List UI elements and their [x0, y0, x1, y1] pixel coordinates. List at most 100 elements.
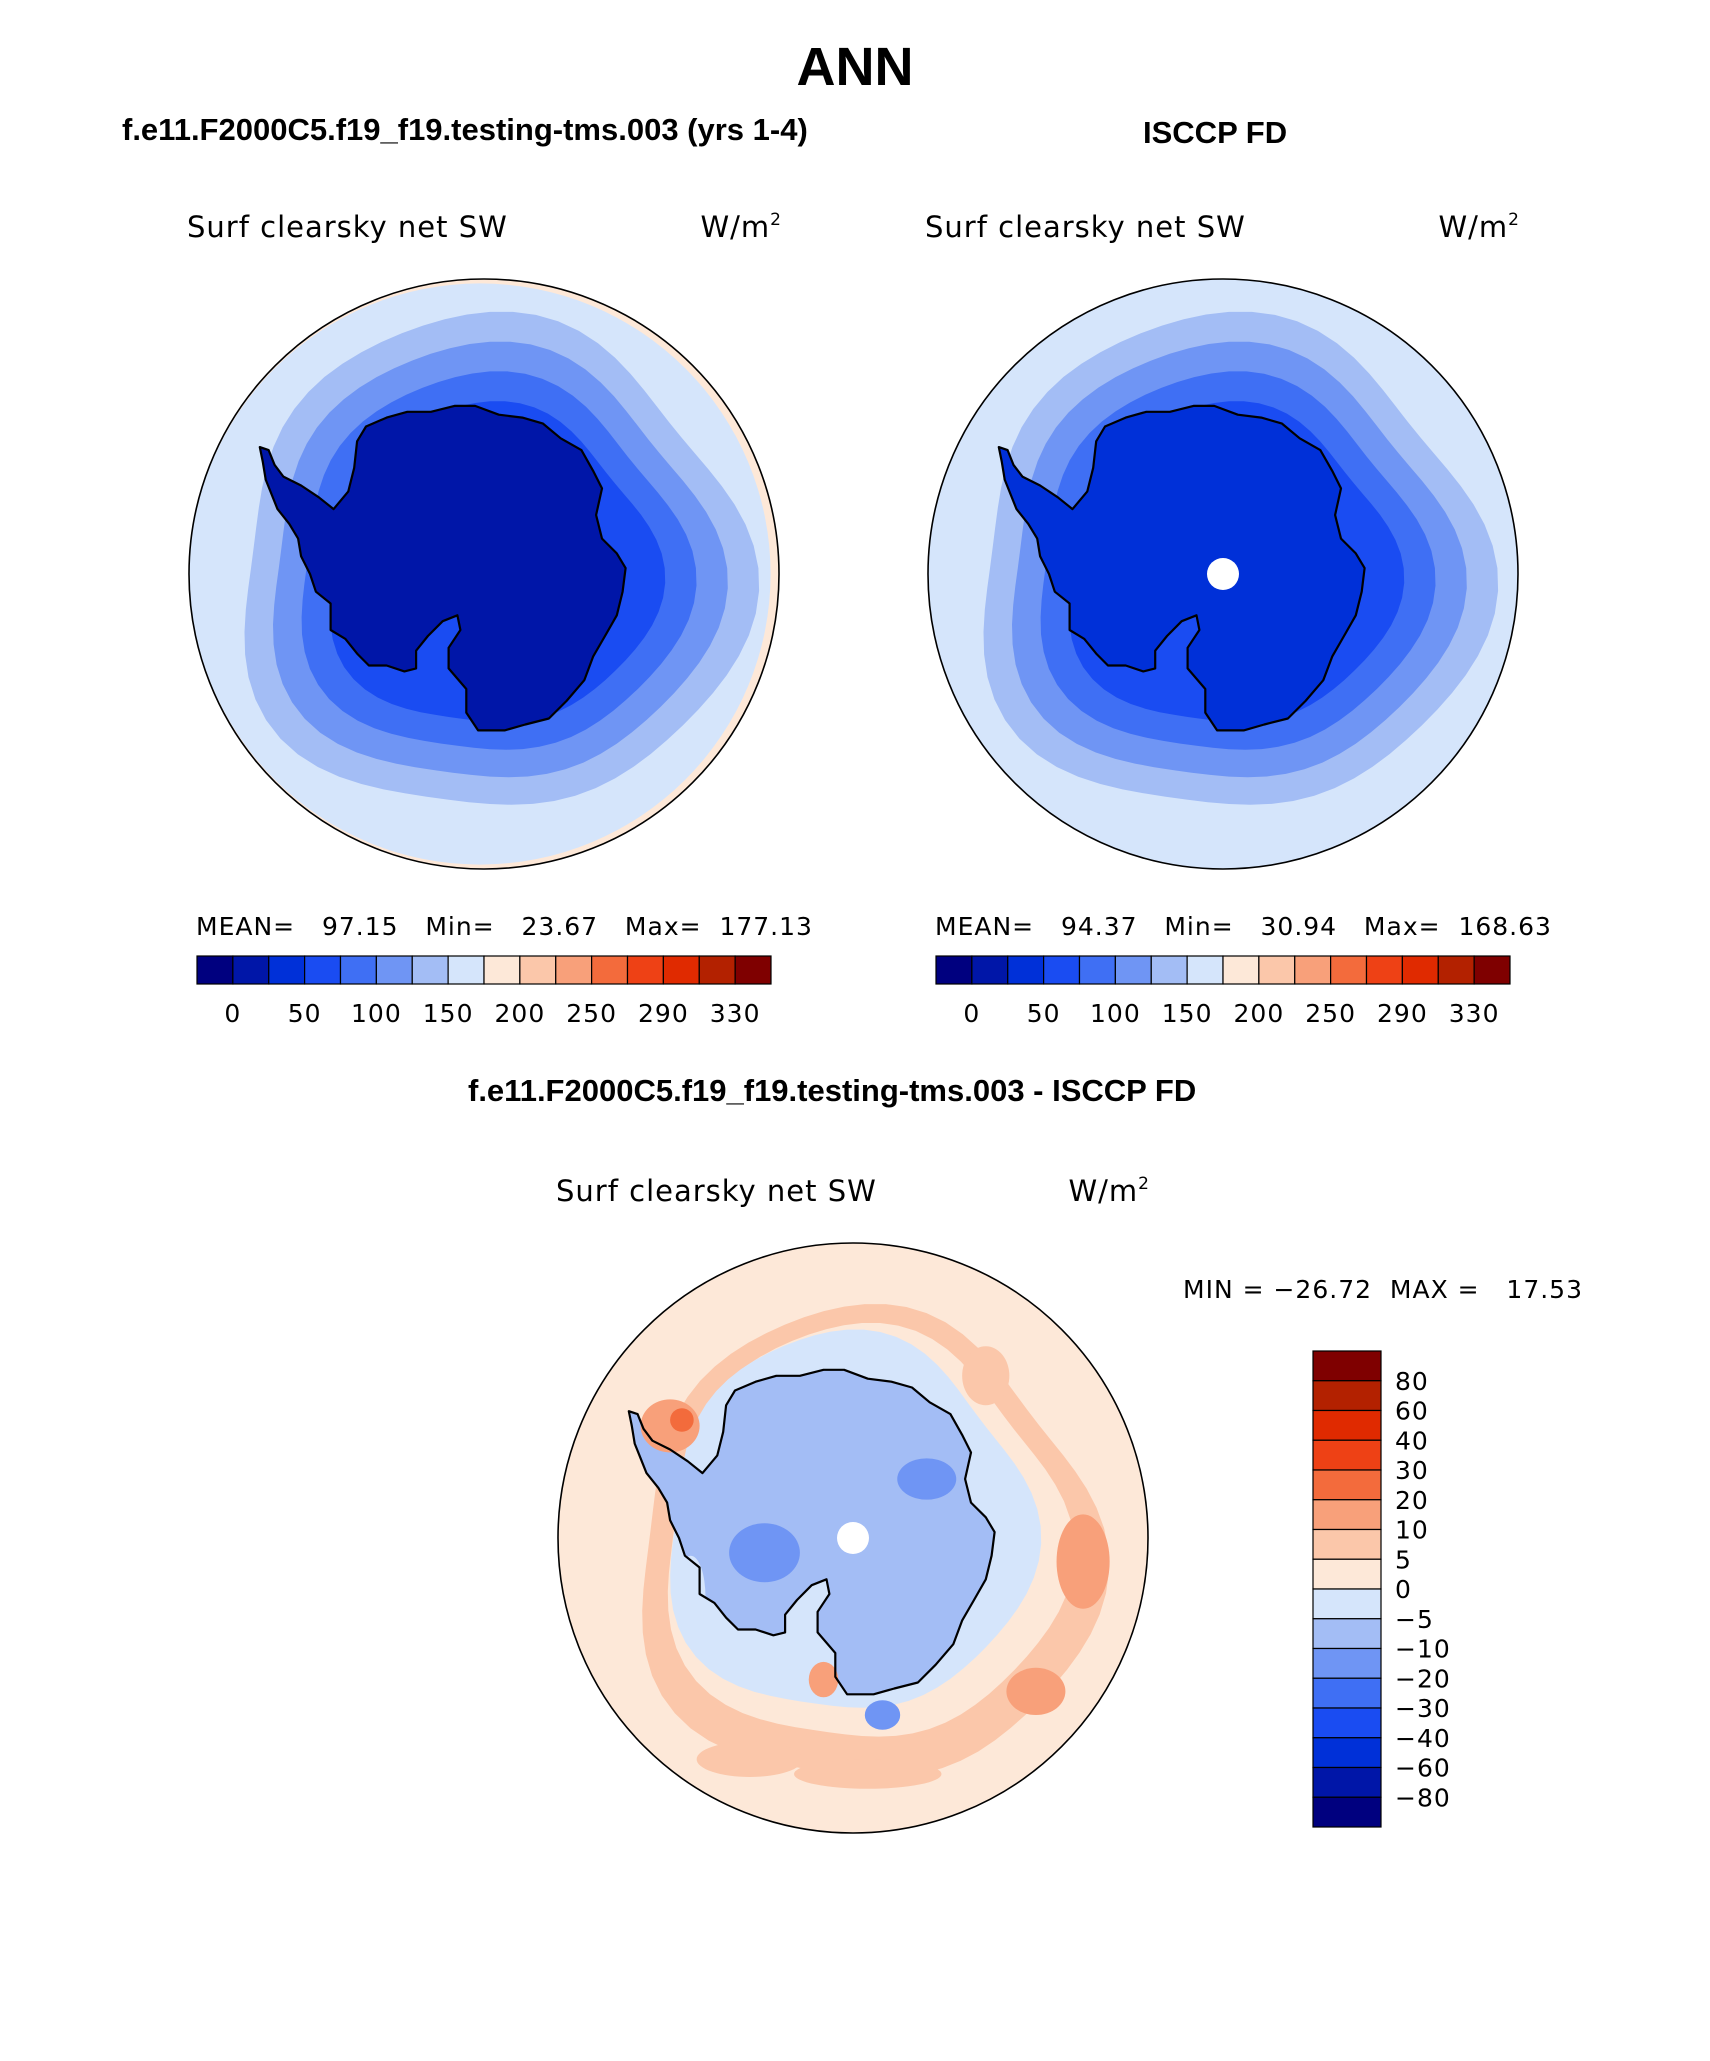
field-blob [808, 1661, 839, 1698]
colorbar-swatch [447, 955, 485, 985]
colorbar-swatch [1330, 955, 1368, 985]
colorbar-swatch [626, 955, 664, 985]
obs-map [928, 279, 1518, 869]
field-blob [729, 1523, 800, 1583]
colorbar-swatch [1312, 1350, 1382, 1382]
colorbar-swatch [1312, 1647, 1382, 1679]
colorbar-tick-label: 250 [566, 999, 617, 1028]
colorbar-swatch [662, 955, 700, 985]
colorbar-tick-label: 10 [1395, 1516, 1429, 1545]
colorbar-swatch [519, 955, 557, 985]
colorbar-swatch [375, 955, 413, 985]
coastline [997, 404, 1366, 732]
colorbar-swatch [1043, 955, 1081, 985]
units-base: W/m [1438, 210, 1508, 244]
obs-panel-title: ISCCP FD [1143, 115, 1288, 150]
colorbar-swatch [1437, 955, 1475, 985]
model-map [189, 279, 779, 869]
colorbar-tick-label: 50 [288, 999, 322, 1028]
units-base: W/m [1068, 1174, 1138, 1208]
colorbar-swatch [1186, 955, 1224, 985]
colorbar-swatch [232, 955, 270, 985]
colorbar-swatch [1150, 955, 1188, 985]
colorbar-swatch [1312, 1499, 1382, 1531]
units-base: W/m [700, 210, 770, 244]
field-blob [696, 1741, 803, 1777]
colorbar-tick-label: 290 [1377, 999, 1428, 1028]
colorbar-tick-label: 5 [1395, 1545, 1412, 1574]
field-interior [998, 405, 1365, 731]
colorbar-swatch [1312, 1707, 1382, 1739]
colorbar-swatch [1312, 1618, 1382, 1650]
map-boundary [927, 278, 1519, 870]
colorbar-swatch [1312, 1766, 1382, 1798]
colorbar-tick-label: 20 [1395, 1486, 1429, 1515]
units-label: W/m2 [1068, 1174, 1150, 1208]
colorbar-tick-label: −80 [1395, 1783, 1451, 1812]
colorbar-tick-label: 290 [638, 999, 689, 1028]
colorbar-tick-label: 50 [1027, 999, 1061, 1028]
model-panel-title: f.e11.F2000C5.f19_f19.testing-tms.003 (y… [122, 112, 808, 147]
field-blob [1006, 1667, 1066, 1715]
colorbar-tick-label: 150 [423, 999, 474, 1028]
colorbar-tick-label: 40 [1395, 1426, 1429, 1455]
colorbar-swatch [1401, 955, 1439, 985]
colorbar-swatch [1007, 955, 1045, 985]
colorbar-swatch [734, 955, 772, 985]
colorbar-swatch [1312, 1588, 1382, 1620]
field-blob [864, 1700, 901, 1730]
difference-panel-title: f.e11.F2000C5.f19_f19.testing-tms.003 - … [468, 1073, 1197, 1108]
colorbar-tick-label: −10 [1395, 1635, 1451, 1664]
colorbar: 0 50 100 150 200 250 290 330 [196, 955, 772, 1028]
colorbar-swatch [935, 955, 973, 985]
colorbar-swatch [1312, 1558, 1382, 1590]
colorbar-swatch [591, 955, 629, 985]
colorbar-tick-label: 200 [1234, 999, 1285, 1028]
colorbar-tick-label: −60 [1395, 1754, 1451, 1783]
colorbar-tick-label: 250 [1305, 999, 1356, 1028]
field-interior [259, 405, 626, 731]
units-exponent: 2 [1138, 1174, 1150, 1194]
difference-map [558, 1243, 1148, 1833]
colorbar-swatch [268, 955, 306, 985]
stats-readout: MEAN= 97.15 Min= 23.67 Max= 177.13 [196, 912, 813, 941]
colorbar-tick-label: −30 [1395, 1694, 1451, 1723]
variable-label: Surf clearsky net SW [925, 210, 1246, 244]
page-title: ANN [796, 37, 914, 97]
colorbar-tick-label: 100 [1090, 999, 1141, 1028]
colorbar-swatch [555, 955, 593, 985]
colorbar: 0 50 100 150 200 250 290 330 [935, 955, 1511, 1028]
coastline [258, 404, 627, 732]
colorbar-tick-label: 60 [1395, 1397, 1429, 1426]
colorbar-tick-label: 200 [495, 999, 546, 1028]
colorbar-tick-label: −5 [1395, 1605, 1434, 1634]
colorbar-tick-label: 150 [1162, 999, 1213, 1028]
colorbar-swatch [411, 955, 449, 985]
colorbar-swatch [1312, 1677, 1382, 1709]
colorbar-swatch [304, 955, 342, 985]
colorbar-swatch [971, 955, 1009, 985]
colorbar-tick-label: −40 [1395, 1724, 1451, 1753]
colorbar-tick-label: 0 [1395, 1575, 1412, 1604]
variable-label: Surf clearsky net SW [187, 210, 508, 244]
colorbar-tick-label: 330 [710, 999, 761, 1028]
stats-readout: MEAN= 94.37 Min= 30.94 Max= 168.63 [935, 912, 1552, 941]
map-boundary [188, 278, 780, 870]
field-interior [628, 1369, 995, 1695]
colorbar-swatch [698, 955, 736, 985]
colorbar-swatch [1312, 1737, 1382, 1769]
colorbar-swatch [483, 955, 521, 985]
field-blob [1056, 1514, 1110, 1609]
colorbar-tick-label: 30 [1395, 1456, 1429, 1485]
pole-missing-data [837, 1522, 869, 1554]
units-exponent: 2 [1508, 210, 1520, 230]
colorbar-swatch [1078, 955, 1116, 985]
colorbar-swatch [1312, 1469, 1382, 1501]
colorbar-swatch [1312, 1439, 1382, 1471]
variable-label: Surf clearsky net SW [556, 1174, 877, 1208]
units-exponent: 2 [770, 210, 782, 230]
colorbar-swatch [1312, 1409, 1382, 1441]
units-label: W/m2 [1438, 210, 1520, 244]
